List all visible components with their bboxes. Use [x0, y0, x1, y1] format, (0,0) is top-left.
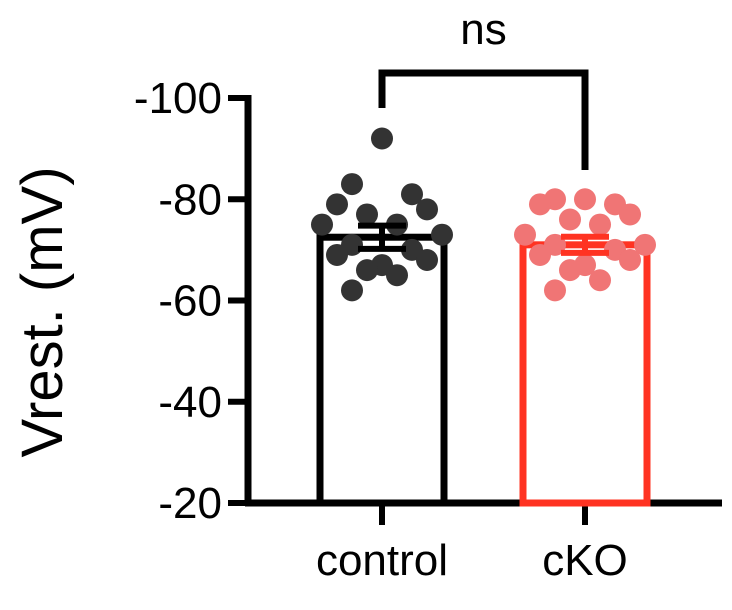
data-point-control	[401, 183, 423, 206]
axes: -100 -80 -60 -40 -20 control cKO	[134, 74, 722, 585]
y-tick-label: -80	[158, 175, 222, 224]
data-point-control	[326, 243, 348, 266]
y-tick-label: -40	[158, 378, 222, 427]
data-point-cKO	[589, 269, 611, 292]
data-point-control	[416, 249, 438, 271]
data-point-cKO	[529, 243, 551, 266]
y-axis-title: Vrest. (mV)	[10, 166, 75, 457]
data-point-cKO	[574, 188, 596, 211]
data-point-cKO	[529, 193, 551, 216]
y-tick-label: -20	[158, 479, 222, 528]
significance-bracket: ns	[378, 5, 589, 170]
significance-label: ns	[460, 5, 506, 54]
y-tick-label: -100	[134, 74, 222, 123]
data-point-cKO	[544, 279, 566, 302]
data-point-control	[341, 173, 363, 196]
data-point-control	[386, 264, 408, 287]
x-tick-label: control	[316, 536, 448, 585]
data-point-control	[326, 193, 348, 216]
data-point-cKO	[619, 203, 641, 226]
bar-cKO	[519, 241, 651, 507]
data-point-control	[371, 127, 393, 150]
data-point-cKO	[619, 249, 641, 271]
bar-control	[316, 233, 448, 507]
data-point-control	[356, 259, 378, 282]
data-point-control	[416, 198, 438, 221]
y-tick-label: -60	[158, 277, 222, 326]
significance-bracket-line	[378, 69, 589, 170]
data-point-cKO	[514, 223, 536, 246]
data-point-control	[341, 279, 363, 302]
data-point-cKO	[634, 233, 656, 256]
error-bars	[358, 222, 609, 256]
data-point-control	[431, 223, 453, 246]
data-point-cKO	[559, 259, 581, 282]
data-point-control	[356, 203, 378, 226]
data-points	[311, 127, 656, 302]
x-tick-label: cKO	[542, 536, 628, 585]
data-point-control	[311, 213, 333, 236]
data-point-cKO	[589, 213, 611, 236]
data-point-cKO	[559, 208, 581, 231]
